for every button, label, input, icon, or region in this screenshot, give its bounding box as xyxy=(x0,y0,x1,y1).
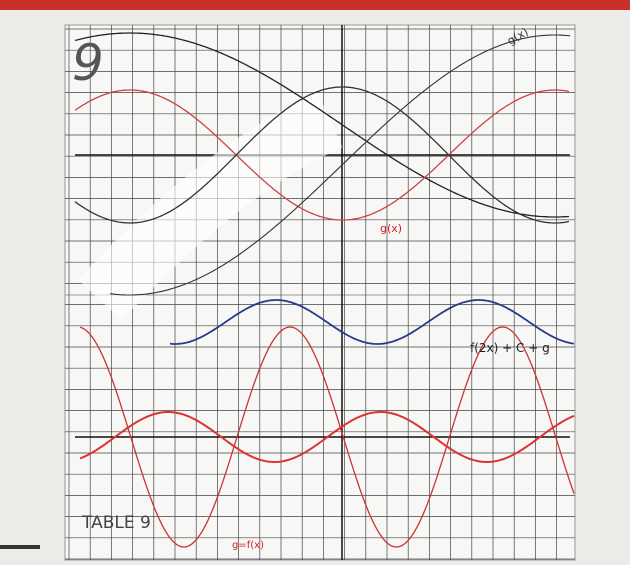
table-title: TABLE 9 xyxy=(81,513,151,533)
photo: 9 g(x) g(x) f(2x) + C + g g=f(x) TABLE 9 xyxy=(0,0,630,565)
red-strip xyxy=(0,0,630,10)
curve-label: g(x) xyxy=(380,222,402,235)
page: 9 g(x) g(x) f(2x) + C + g g=f(x) TABLE 9… xyxy=(0,0,630,565)
curve-label: f(2x) + C + g xyxy=(470,341,550,355)
curve-label: g=f(x) xyxy=(232,540,264,551)
edge xyxy=(0,545,40,549)
sheet-number: 9 xyxy=(72,34,104,92)
